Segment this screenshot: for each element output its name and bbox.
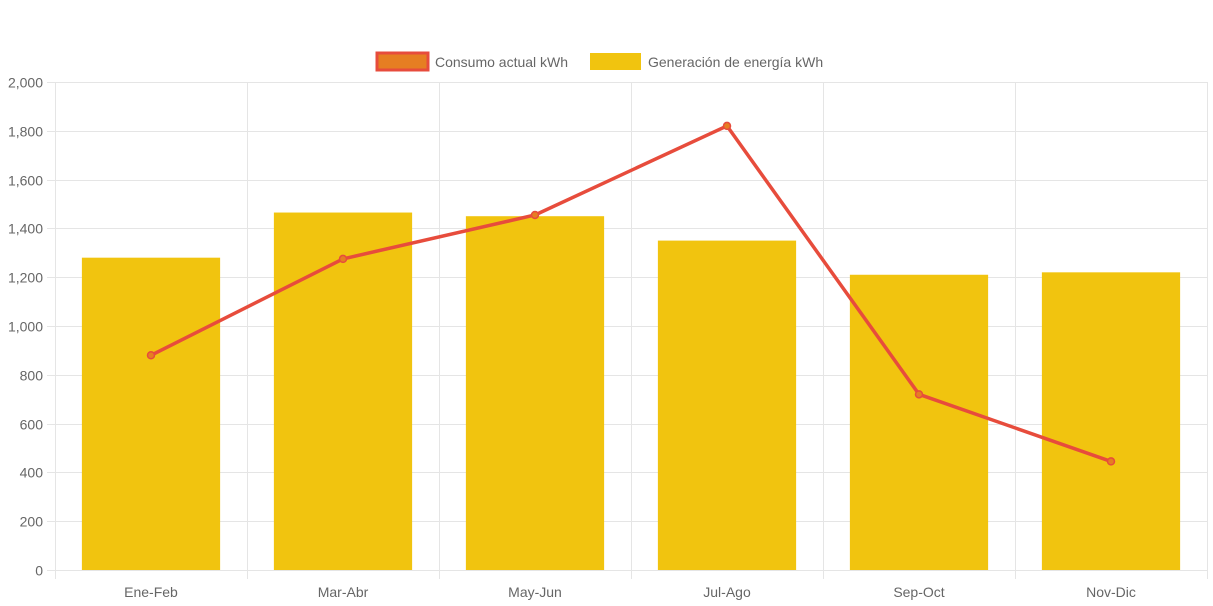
y-tick-label: 1,800	[8, 124, 43, 140]
y-tick-label: 600	[20, 417, 44, 433]
line-series	[146, 121, 1116, 466]
x-tick-label: Mar-Abr	[318, 584, 369, 600]
y-tick-label: 1,400	[8, 221, 43, 237]
x-tick-label: Jul-Ago	[703, 584, 751, 600]
y-tick-label: 0	[35, 563, 43, 579]
y-tick-label: 2,000	[8, 75, 43, 91]
legend-label-generacion: Generación de energía kWh	[648, 54, 823, 70]
axes: 0 200 400 600 800 1,000 1,200 1,400 1,600 1,800 2,…	[8, 75, 1136, 601]
legend-item-consumo[interactable]: Consumo actual kWh	[375, 51, 568, 72]
point-consumo	[1106, 457, 1116, 466]
y-tick-label: 1,200	[8, 270, 43, 286]
bar-generacion	[849, 274, 989, 570]
legend-item-generacion[interactable]: Generación de energía kWh	[590, 53, 823, 70]
point-consumo	[914, 390, 924, 399]
y-tick-label: 800	[20, 368, 44, 384]
x-tick-label: May-Jun	[508, 584, 562, 600]
y-tick-label: 1,000	[8, 319, 43, 335]
bar-series	[81, 212, 1181, 571]
x-tick-label: Ene-Feb	[124, 584, 178, 600]
x-tick-label: Nov-Dic	[1086, 584, 1136, 600]
line-consumo	[149, 124, 1113, 464]
y-tick-label: 400	[20, 465, 44, 481]
legend-swatch-generacion	[590, 53, 641, 70]
y-tick-label: 200	[20, 514, 44, 530]
bar-generacion	[81, 257, 221, 570]
point-consumo	[338, 254, 348, 264]
legend-label-consumo: Consumo actual kWh	[435, 54, 568, 70]
x-tick-label: Sep-Oct	[893, 584, 944, 600]
bar-generacion	[657, 240, 797, 570]
y-tick-label: 1,600	[8, 173, 43, 189]
bar-generacion	[1041, 272, 1181, 570]
bar-generacion	[465, 216, 605, 570]
legend-swatch-consumo	[375, 51, 430, 72]
point-consumo	[146, 351, 156, 360]
legend: Consumo actual kWh Generación de energía…	[375, 51, 823, 72]
grid-lines	[47, 82, 1208, 579]
bar-generacion	[273, 212, 413, 571]
point-consumo	[530, 210, 540, 220]
point-consumo	[722, 121, 732, 131]
